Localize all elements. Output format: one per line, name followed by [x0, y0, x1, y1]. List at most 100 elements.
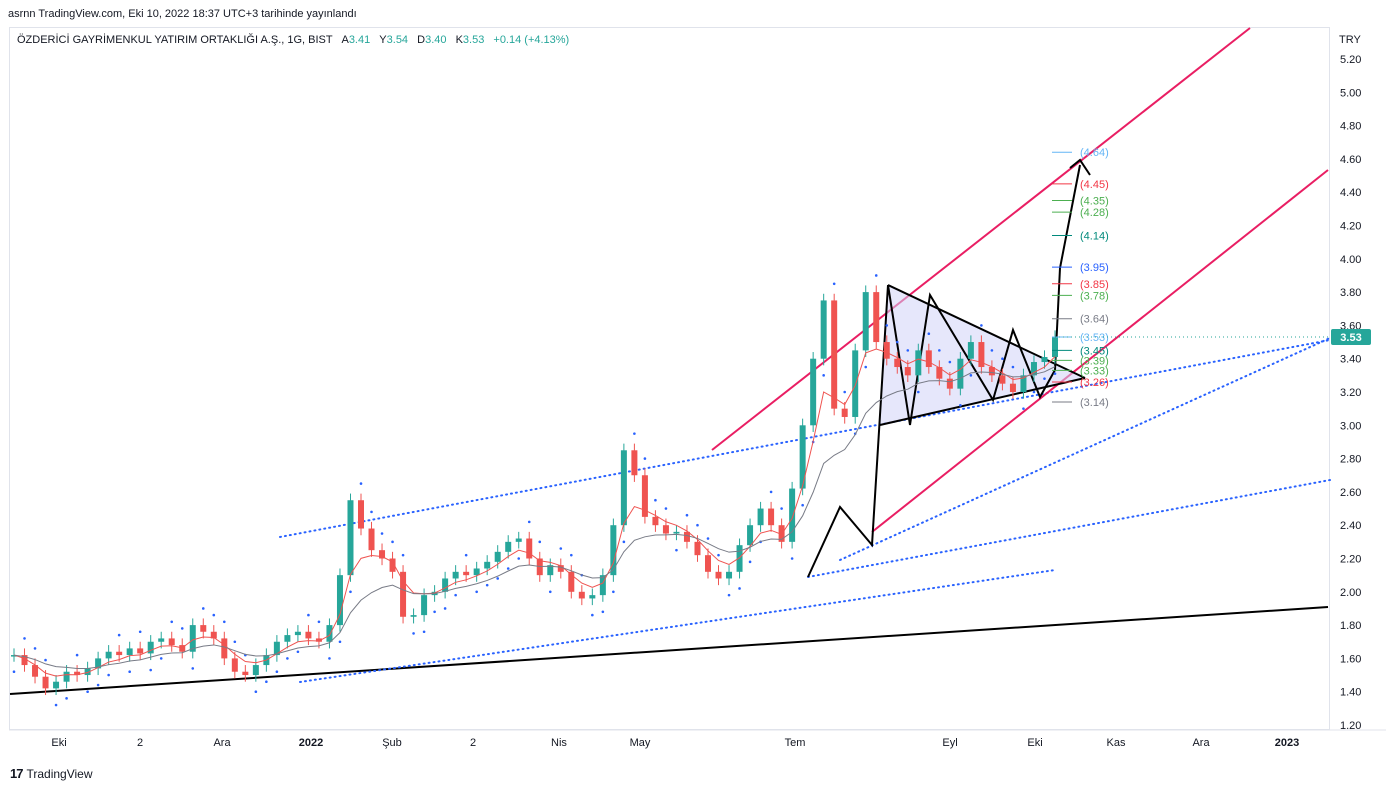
- sar-dot: [843, 390, 846, 394]
- sar-dot: [138, 630, 142, 634]
- candle-body: [631, 450, 638, 476]
- sar-dot: [864, 365, 868, 369]
- close-value: 3.53: [462, 34, 485, 46]
- candle-body: [273, 641, 280, 656]
- candle-body: [473, 568, 480, 576]
- candle-body: [410, 615, 417, 617]
- candle-body: [379, 550, 386, 559]
- sar-dot: [969, 374, 973, 377]
- candle-body: [547, 565, 554, 576]
- candle-body: [158, 638, 165, 642]
- sar-dot: [96, 683, 100, 687]
- sar-dot: [980, 324, 983, 327]
- candle-body: [726, 571, 733, 579]
- sar-dot: [948, 360, 952, 364]
- candle-body: [231, 658, 238, 672]
- candle-body: [400, 571, 407, 617]
- candle-body: [526, 538, 533, 559]
- sar-dot: [1011, 365, 1015, 369]
- change-value: +0.14 (+4.13%): [493, 34, 570, 46]
- candle-body: [347, 500, 354, 576]
- sar-dot: [485, 583, 489, 587]
- sar-dot: [548, 590, 552, 594]
- sar-dot: [685, 513, 689, 517]
- candle-body: [494, 551, 501, 562]
- x-tick-label: May: [630, 737, 651, 749]
- candle-body: [252, 665, 259, 676]
- candle-body: [915, 350, 922, 376]
- level-label: (3.14): [1080, 397, 1109, 409]
- candle-body: [315, 638, 322, 642]
- currency-label: TRY: [1339, 34, 1361, 46]
- candle-body: [168, 638, 175, 646]
- sar-dot: [170, 620, 174, 624]
- candle-body: [967, 342, 974, 359]
- candle-body: [1041, 357, 1048, 363]
- sar-dot: [874, 274, 878, 277]
- sar-dot: [633, 432, 636, 435]
- sar-dot: [275, 670, 279, 674]
- candle-body: [84, 668, 91, 676]
- sar-dot: [727, 593, 731, 597]
- low-value: 3.40: [425, 34, 447, 46]
- candle-body: [1030, 362, 1037, 376]
- candle-body: [442, 578, 449, 592]
- high-label: Y: [379, 34, 387, 46]
- triangle-upper-line: [887, 284, 1086, 379]
- x-tick-label: 2022: [299, 737, 323, 749]
- candle-body: [747, 525, 754, 546]
- candle-body: [452, 571, 459, 579]
- last-price-badge: [1331, 329, 1371, 346]
- sar-dot: [433, 610, 436, 614]
- x-tick-label: 2: [470, 737, 476, 749]
- y-tick-label: 1.20: [1340, 720, 1361, 732]
- sar-dot: [570, 553, 573, 557]
- y-tick-label: 4.60: [1340, 154, 1361, 166]
- sar-dot: [959, 404, 962, 407]
- sar-dot: [675, 548, 678, 552]
- candle-body: [368, 528, 375, 551]
- sar-dot: [149, 668, 152, 672]
- candle-body: [683, 531, 690, 542]
- y-tick-label: 2.80: [1340, 454, 1361, 466]
- sar-dot: [1032, 390, 1036, 394]
- candle-body: [578, 591, 585, 599]
- ema-fast-line: [13, 348, 1056, 677]
- sar-dot: [328, 657, 331, 660]
- candle-body: [789, 488, 796, 542]
- x-tick-label: Eki: [1027, 737, 1042, 749]
- sar-dot: [517, 557, 521, 560]
- candle-body: [1009, 383, 1016, 392]
- sar-dot: [801, 503, 804, 507]
- candle-body: [925, 350, 932, 368]
- sar-dot: [475, 590, 478, 594]
- dotted-channel-line: [807, 479, 1331, 578]
- high-value: 3.54: [386, 34, 409, 46]
- sar-dot: [696, 523, 699, 527]
- candle-body: [137, 648, 144, 654]
- candle-body: [179, 645, 186, 652]
- candle-body: [936, 367, 943, 379]
- candle-body: [641, 475, 648, 517]
- x-tick-label: Eki: [51, 737, 66, 749]
- footer-brand: 17 TradingView: [10, 766, 93, 781]
- candle-body: [95, 658, 102, 669]
- sar-dot: [769, 490, 773, 494]
- y-tick-label: 2.20: [1340, 554, 1361, 566]
- sar-dot: [917, 390, 920, 394]
- y-tick-label: 3.20: [1340, 387, 1361, 399]
- y-tick-label: 4.40: [1340, 187, 1361, 199]
- candle-body: [242, 671, 249, 676]
- candle-body: [42, 676, 49, 689]
- candle-body: [810, 358, 817, 426]
- level-label: (4.45): [1080, 179, 1109, 191]
- candle-body: [673, 531, 680, 534]
- sar-dot: [370, 510, 373, 514]
- y-tick-label: 1.80: [1340, 620, 1361, 632]
- sar-dot: [506, 567, 510, 570]
- sar-dot: [23, 637, 26, 640]
- sar-dot: [906, 349, 910, 352]
- candle-body: [841, 408, 848, 417]
- price-axis[interactable]: [1329, 27, 1386, 730]
- candle-body: [820, 300, 827, 359]
